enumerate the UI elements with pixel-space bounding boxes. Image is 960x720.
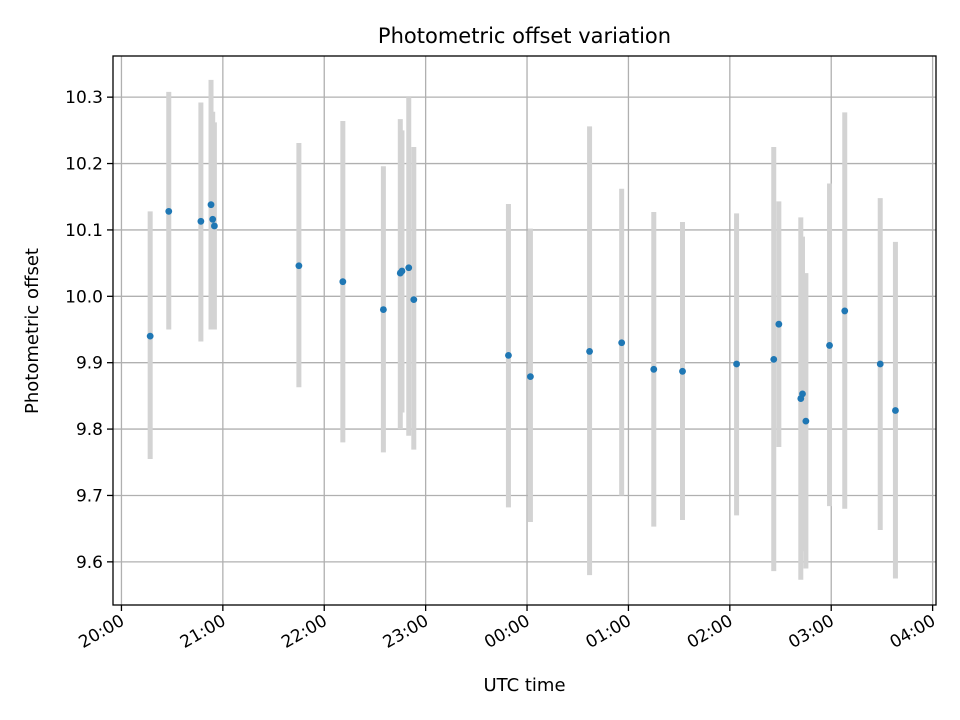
y-axis-label: Photometric offset: [22, 248, 43, 414]
data-point: [295, 262, 303, 270]
y-tick-label: 9.7: [76, 486, 103, 506]
y-tick-label: 10.0: [65, 287, 103, 307]
y-tick-label: 10.2: [65, 155, 103, 175]
data-point: [841, 307, 849, 315]
y-tick-label: 10.3: [65, 88, 103, 108]
data-point: [586, 348, 593, 355]
data-point: [733, 360, 740, 368]
data-point: [398, 267, 406, 275]
data-point: [505, 351, 512, 359]
data-point: [770, 355, 778, 363]
chart-title: Photometric offset variation: [378, 24, 671, 48]
data-point: [876, 360, 884, 368]
data-point: [892, 407, 899, 414]
y-tick-label: 10.1: [65, 221, 103, 241]
data-point: [379, 306, 387, 313]
data-point: [650, 365, 658, 373]
data-point: [165, 207, 173, 215]
y-tick-label: 9.6: [76, 553, 103, 573]
data-point: [197, 217, 205, 225]
plot-frame: [112, 55, 937, 606]
data-point: [527, 373, 534, 381]
data-point: [799, 390, 806, 398]
data-points: [146, 201, 899, 425]
data-point: [618, 339, 626, 347]
data-point: [210, 222, 218, 230]
y-tick-label: 9.9: [76, 354, 103, 374]
data-point: [775, 320, 783, 328]
data-point: [209, 215, 217, 223]
y-axis: 9.6 9.7 9.8 9.9 10.0 10.1 10.2 10.3: [65, 88, 113, 573]
data-point: [802, 417, 810, 425]
y-tick-label: 9.8: [76, 420, 103, 440]
data-point: [207, 201, 215, 209]
data-point: [679, 367, 686, 375]
data-point: [339, 278, 347, 286]
x-axis-label: UTC time: [483, 675, 565, 696]
data-point: [826, 342, 833, 349]
data-point: [405, 264, 413, 272]
data-point: [146, 332, 154, 340]
data-point: [410, 296, 418, 304]
